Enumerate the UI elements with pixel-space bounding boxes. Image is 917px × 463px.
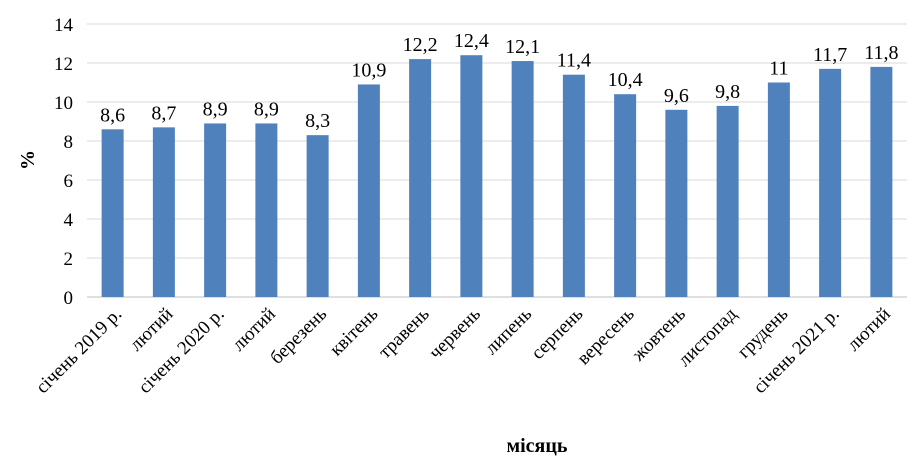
- data-label: 11: [769, 58, 788, 80]
- bars: [101, 55, 893, 298]
- x-tick-label: травень: [375, 303, 434, 362]
- data-label: 9,6: [664, 85, 689, 107]
- y-tick-label: 14: [54, 15, 74, 36]
- data-label: 9,8: [715, 81, 740, 103]
- bar: [357, 84, 380, 297]
- data-label: 8,9: [254, 98, 279, 120]
- bar: [204, 123, 227, 297]
- bar: [460, 55, 483, 298]
- bar: [511, 61, 534, 297]
- x-tick-label: вересень: [573, 303, 639, 369]
- data-label: 11,4: [557, 50, 591, 72]
- bar: [562, 74, 585, 297]
- y-tick-label: 6: [64, 171, 74, 192]
- bar: [255, 123, 278, 297]
- y-tick-label: 10: [54, 93, 73, 114]
- bar: [614, 94, 637, 297]
- bar: [152, 127, 175, 297]
- bar: [819, 68, 842, 297]
- bar: [716, 105, 739, 298]
- data-label: 12,2: [403, 34, 438, 56]
- bar: [101, 129, 124, 297]
- bar: [767, 82, 790, 297]
- data-label: 8,7: [151, 102, 176, 124]
- y-tick-label: 2: [64, 249, 74, 270]
- y-axis-title: %: [17, 150, 39, 170]
- data-label: 10,9: [351, 59, 386, 81]
- y-tick-label: 4: [64, 210, 74, 231]
- x-tick-label: лютий: [843, 304, 895, 356]
- y-tick-label: 12: [54, 54, 73, 75]
- data-label: 8,9: [203, 98, 228, 120]
- data-label: 11,8: [864, 42, 898, 64]
- data-label: 12,1: [505, 36, 540, 58]
- y-tick-label: 8: [64, 132, 74, 153]
- y-tick-label: 0: [64, 288, 74, 309]
- x-tick-label: квітень: [326, 303, 383, 360]
- x-axis-title: місяць: [507, 435, 568, 457]
- data-label: 10,4: [608, 69, 643, 91]
- y-axis-ticks: 0 2 4 6 8 10 12 14: [54, 15, 74, 309]
- data-labels: 8,6 8,7 8,9 8,9 8,3 10,9 12,2 12,4 12,1 11,4 10,4 9…: [100, 30, 898, 132]
- x-tick-label: березень: [266, 303, 331, 368]
- x-tick-label: січень 2019 р.: [32, 304, 126, 398]
- bar: [306, 135, 329, 297]
- data-label: 11,7: [813, 44, 847, 66]
- data-label: 8,6: [100, 104, 125, 126]
- x-tick-label: червень: [425, 303, 485, 363]
- bar: [870, 66, 893, 298]
- data-label: 12,4: [454, 30, 489, 52]
- data-label: 8,3: [305, 110, 330, 132]
- bar: [665, 109, 688, 297]
- bar: [409, 59, 432, 297]
